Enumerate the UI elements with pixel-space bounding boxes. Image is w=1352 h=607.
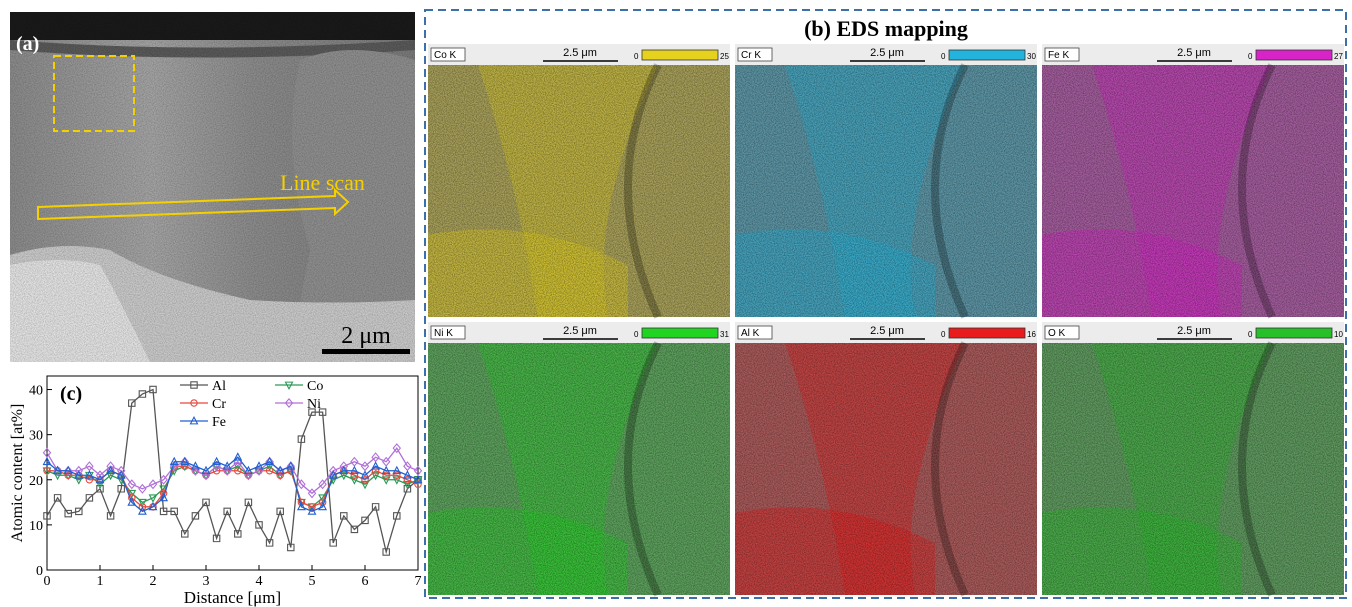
panel-title: (b) EDS mapping xyxy=(804,16,968,41)
element-label: Co K xyxy=(434,50,457,61)
colorbar-max: 27 xyxy=(1334,52,1343,61)
y-axis-label: Atomic content [at%] xyxy=(9,404,26,543)
map-noise xyxy=(735,343,1037,595)
figure: (a) Line scan 2 μm (b) EDS mapping Co K 2… xyxy=(0,0,1352,607)
colorbar xyxy=(1256,50,1332,60)
map-noise xyxy=(1042,65,1344,317)
legend-label: Cr xyxy=(212,397,226,412)
colorbar-max: 10 xyxy=(1334,330,1343,339)
y-tick-label: 40 xyxy=(29,384,43,399)
panel-label: (a) xyxy=(16,33,39,55)
y-tick-label: 10 xyxy=(29,519,43,534)
map-scale-label: 2.5 μm xyxy=(1177,325,1211,337)
x-tick-label: 0 xyxy=(44,574,51,589)
scale-bar-label: 2 μm xyxy=(341,323,391,349)
colorbar xyxy=(642,50,718,60)
x-tick-label: 6 xyxy=(362,574,369,589)
panel-label: (c) xyxy=(60,383,82,405)
map-scale-label: 2.5 μm xyxy=(870,325,904,337)
colorbar-min: 0 xyxy=(941,52,946,61)
map-scale-label: 2.5 μm xyxy=(1177,47,1211,59)
x-axis-label: Distance [μm] xyxy=(184,588,281,607)
map-scale-label: 2.5 μm xyxy=(563,47,597,59)
colorbar-min: 0 xyxy=(634,52,639,61)
legend-label: Co xyxy=(307,379,323,394)
annotation: Line scan xyxy=(280,170,365,195)
element-label: Ni K xyxy=(434,328,453,339)
colorbar-max: 31 xyxy=(720,330,729,339)
y-tick-label: 30 xyxy=(29,429,43,444)
map-noise xyxy=(1042,343,1344,595)
x-tick-label: 3 xyxy=(203,574,210,589)
x-tick-label: 1 xyxy=(97,574,104,589)
element-label: O K xyxy=(1048,328,1066,339)
map-noise xyxy=(428,343,730,595)
colorbar xyxy=(949,328,1025,338)
colorbar xyxy=(949,50,1025,60)
colorbar-max: 16 xyxy=(1027,330,1036,339)
legend-label: Ni xyxy=(307,397,321,412)
y-tick-label: 20 xyxy=(29,474,43,489)
map-scale-label: 2.5 μm xyxy=(870,47,904,59)
legend-label: Fe xyxy=(212,415,226,430)
element-label: Fe K xyxy=(1048,50,1069,61)
colorbar-min: 0 xyxy=(1248,52,1253,61)
legend-label: Al xyxy=(212,379,226,394)
colorbar-min: 0 xyxy=(1248,330,1253,339)
x-tick-label: 7 xyxy=(415,574,422,589)
colorbar-max: 30 xyxy=(1027,52,1036,61)
map-scale-label: 2.5 μm xyxy=(563,325,597,337)
x-tick-label: 4 xyxy=(256,574,263,589)
x-tick-label: 5 xyxy=(309,574,316,589)
element-label: Al K xyxy=(741,328,760,339)
line-chart: 0 1 2 3 4 5 6 7 0 10 20 30 40 Distance [μm] Atomic con… xyxy=(9,376,422,607)
colorbar xyxy=(1256,328,1332,338)
colorbar xyxy=(642,328,718,338)
colorbar-min: 0 xyxy=(634,330,639,339)
x-tick-label: 2 xyxy=(150,574,157,589)
eds-maps: Co K 2.5 μm 0 25 Cr K 2.5 μm 0 30 Fe K 2.5 μm 0 27 N… xyxy=(428,44,1344,595)
colorbar-max: 25 xyxy=(720,52,729,61)
colorbar-min: 0 xyxy=(941,330,946,339)
map-noise xyxy=(735,65,1037,317)
map-noise xyxy=(428,65,730,317)
y-tick-label: 0 xyxy=(36,564,43,579)
element-label: Cr K xyxy=(741,50,761,61)
